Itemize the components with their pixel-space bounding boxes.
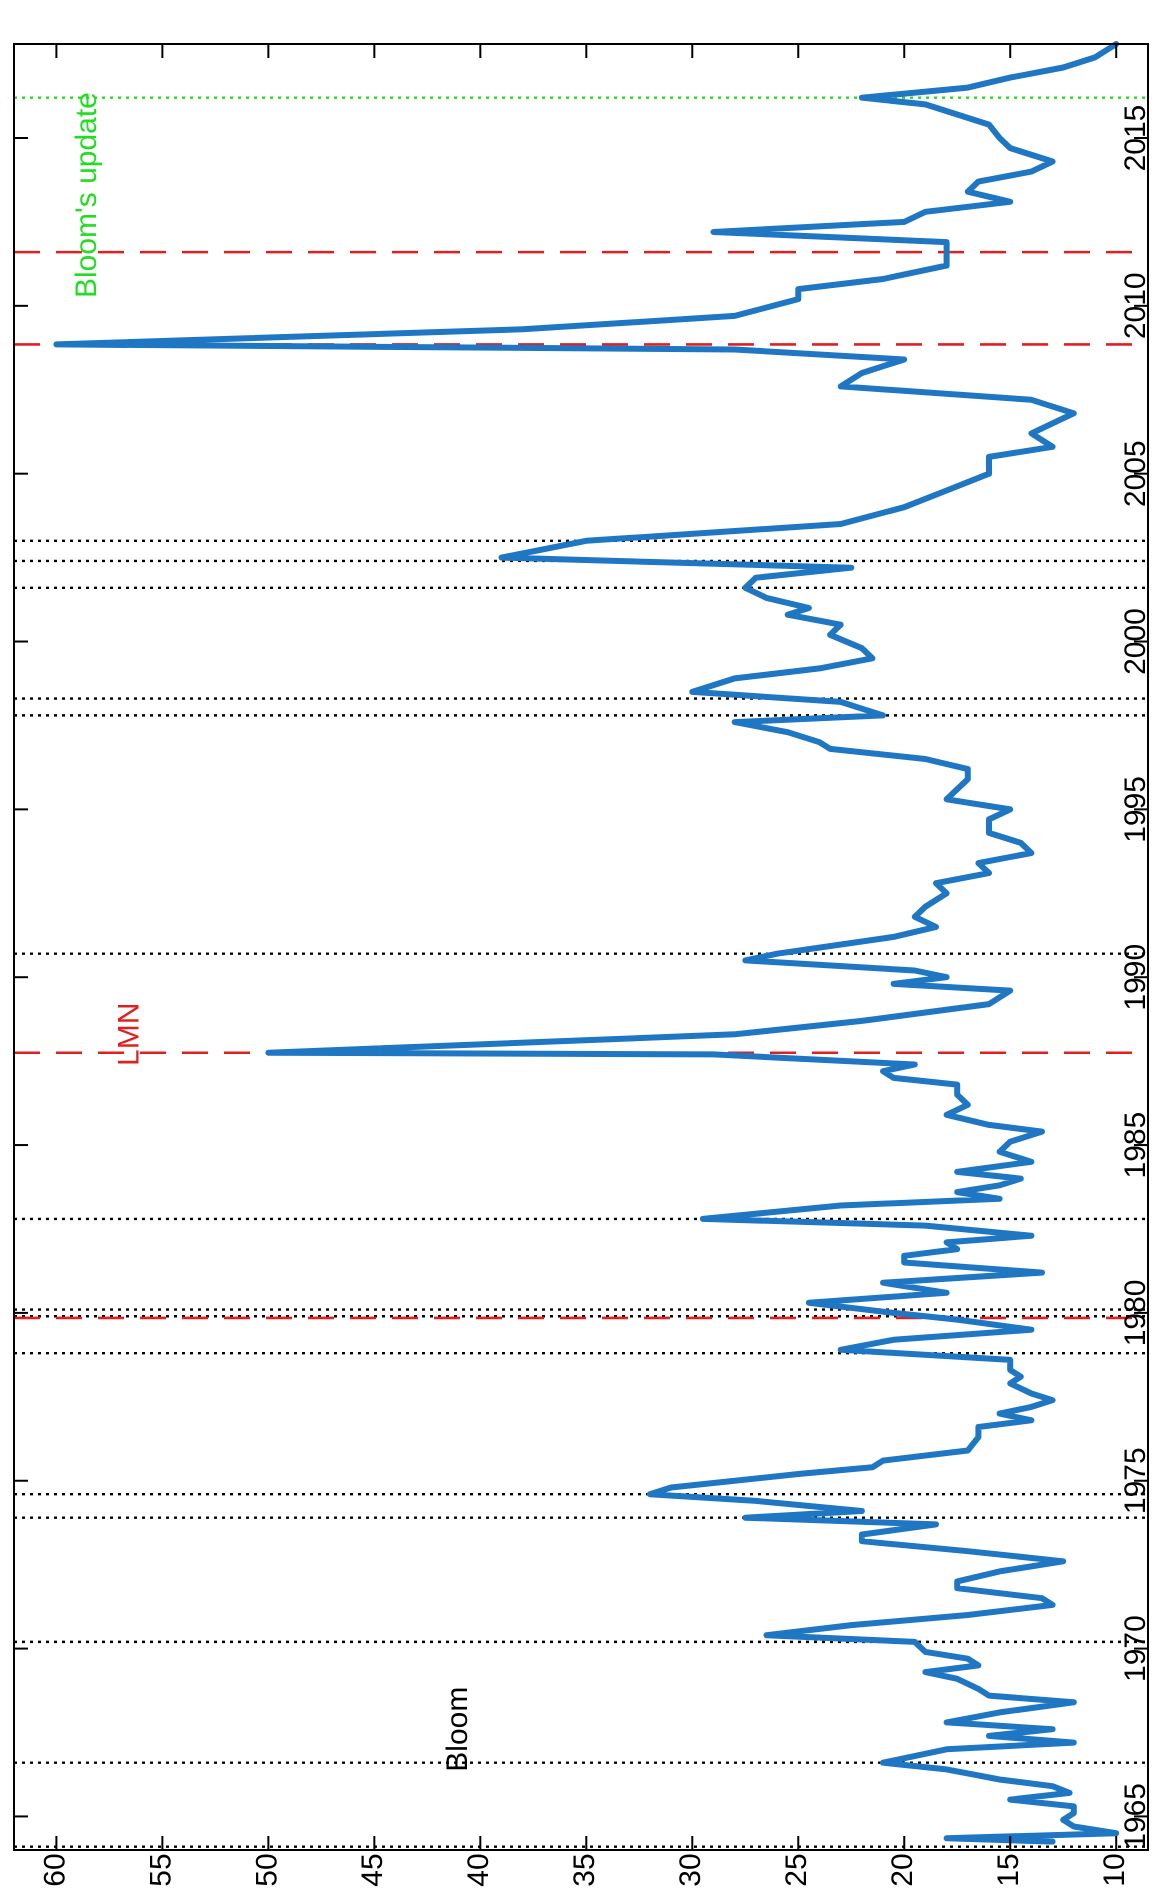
value-tick-label: 45	[356, 1853, 389, 1886]
annotations: Bloom LMN Bloom's update	[70, 92, 474, 1772]
value-tick-label: 10	[1098, 1853, 1131, 1886]
annotation-label: Bloom's update	[70, 92, 103, 298]
year-tick-label: 1995	[1119, 776, 1152, 843]
year-tick-label: 1970	[1119, 1615, 1152, 1682]
plot-frame	[13, 43, 1149, 1851]
event-lines	[14, 96, 1148, 1848]
year-tick-label: 1975	[1119, 1447, 1152, 1514]
value-tick-label: 20	[886, 1853, 919, 1886]
year-tick-label: 2005	[1119, 440, 1152, 507]
value-tick-label: 40	[462, 1853, 495, 1886]
year-tick-label: 2010	[1119, 272, 1152, 339]
value-tick-label: 35	[568, 1853, 601, 1886]
year-tick-label: 2000	[1119, 608, 1152, 675]
year-tick-label: 2015	[1119, 105, 1152, 172]
value-tick-label: 55	[144, 1853, 177, 1886]
year-tick-label: 1985	[1119, 1112, 1152, 1179]
annotation-label: Bloom	[441, 1687, 474, 1772]
series-group	[53, 41, 1120, 1845]
value-tick-label: 60	[38, 1853, 71, 1886]
series-line	[53, 41, 1120, 1845]
year-tick-label: 1965	[1119, 1783, 1152, 1850]
value-tick-label: 50	[250, 1853, 283, 1886]
annotation-label: LMN	[113, 1003, 146, 1066]
value-tick-label: 25	[780, 1853, 813, 1886]
year-tick-label: 1990	[1119, 944, 1152, 1011]
axes: 1965197019751980198519901995200020052010…	[13, 43, 1152, 1887]
year-tick-label: 1980	[1119, 1280, 1152, 1347]
value-tick-label: 30	[674, 1853, 707, 1886]
value-tick-label: 15	[992, 1853, 1025, 1886]
